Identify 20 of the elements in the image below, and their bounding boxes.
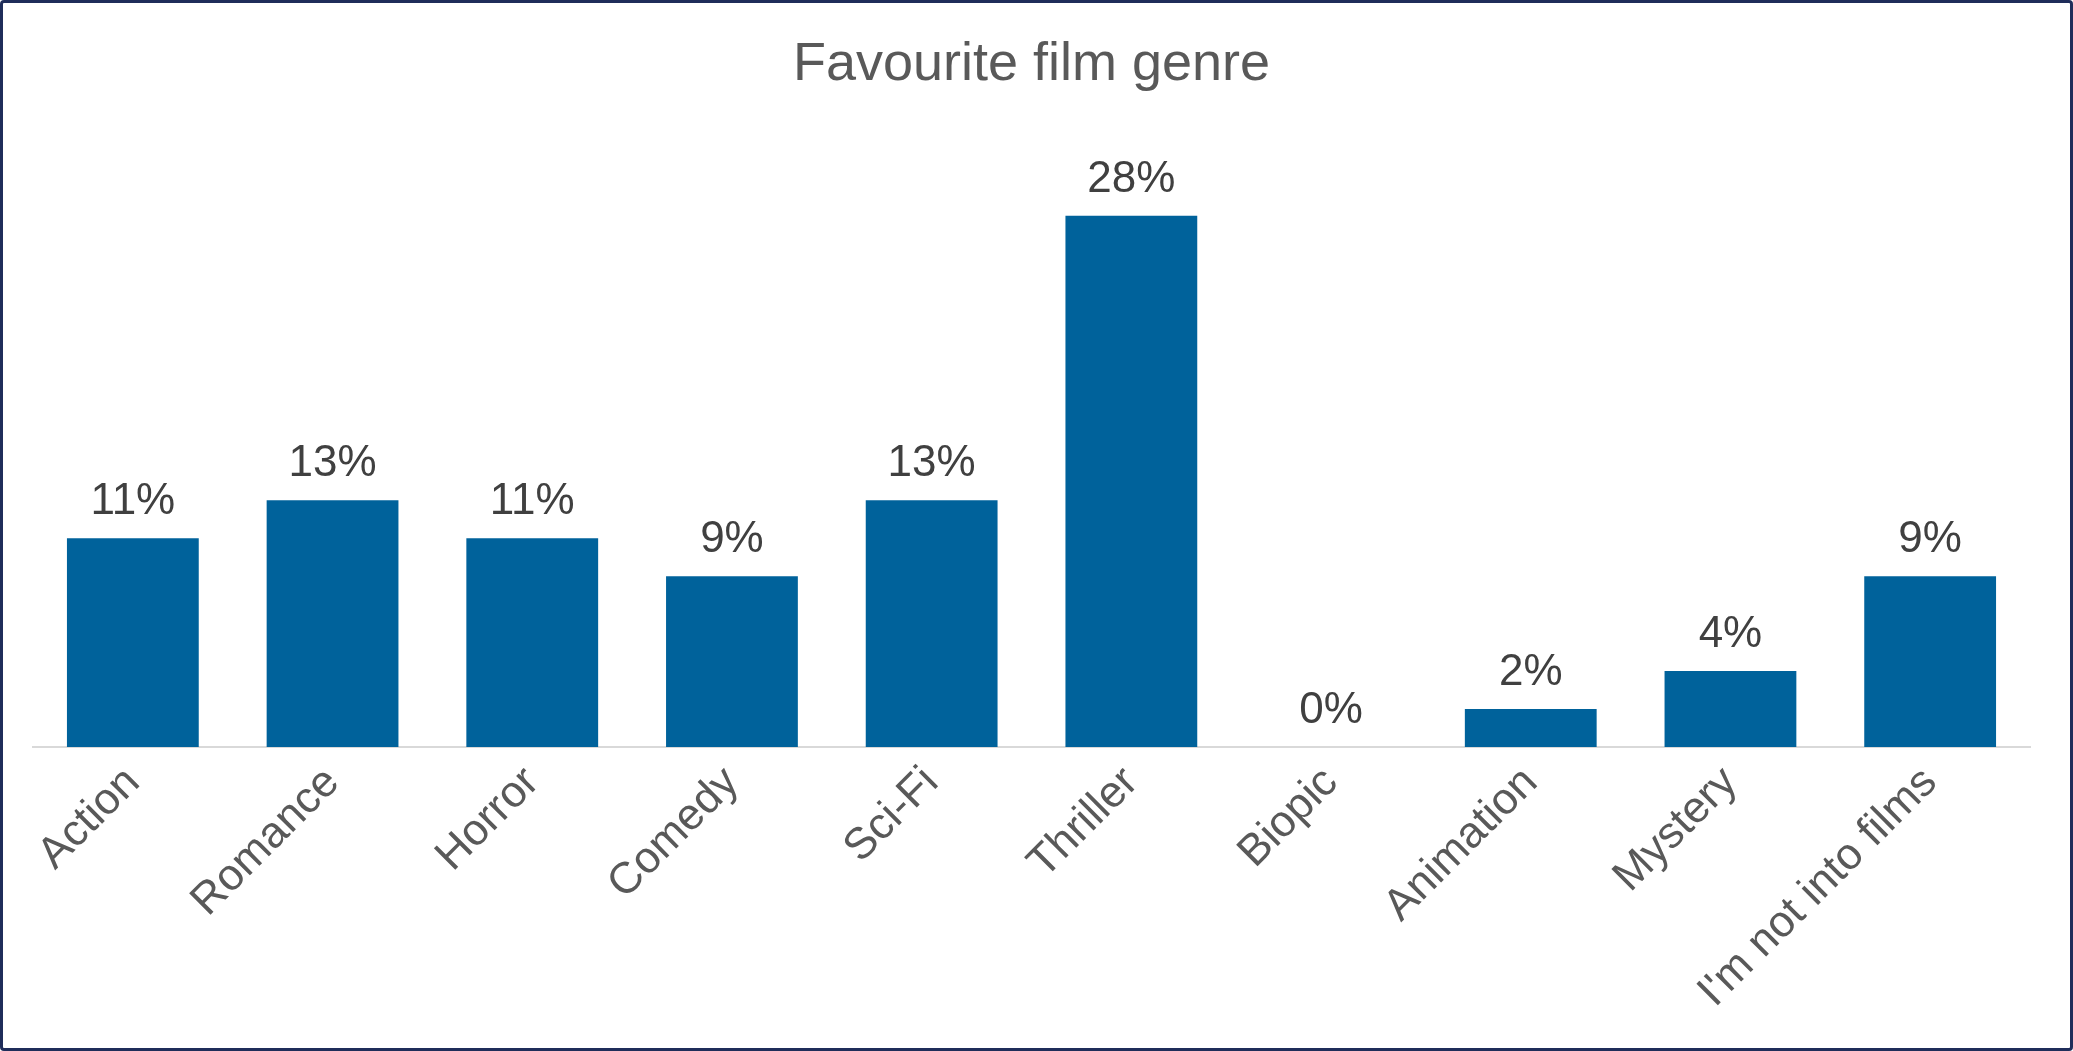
- data-label: 11%: [90, 474, 176, 524]
- bar: [666, 576, 798, 747]
- bar: [466, 538, 599, 747]
- bar: [1464, 708, 1597, 747]
- data-label: 13%: [887, 436, 976, 486]
- bar: [266, 500, 399, 747]
- data-label: 0%: [1299, 683, 1363, 733]
- data-label: 4%: [1698, 607, 1763, 657]
- data-label: 9%: [700, 512, 764, 562]
- bar: [1664, 671, 1797, 747]
- chart-title: Favourite film genre: [792, 31, 1271, 92]
- bar: [66, 538, 199, 747]
- data-label: 28%: [1087, 151, 1176, 201]
- data-label: 11%: [489, 474, 575, 524]
- data-label: 9%: [1898, 512, 1962, 562]
- data-label: 2%: [1498, 645, 1563, 695]
- bar: [1864, 576, 1997, 747]
- bar: [1065, 215, 1198, 747]
- bar: [865, 500, 998, 747]
- data-label: 13%: [288, 436, 377, 486]
